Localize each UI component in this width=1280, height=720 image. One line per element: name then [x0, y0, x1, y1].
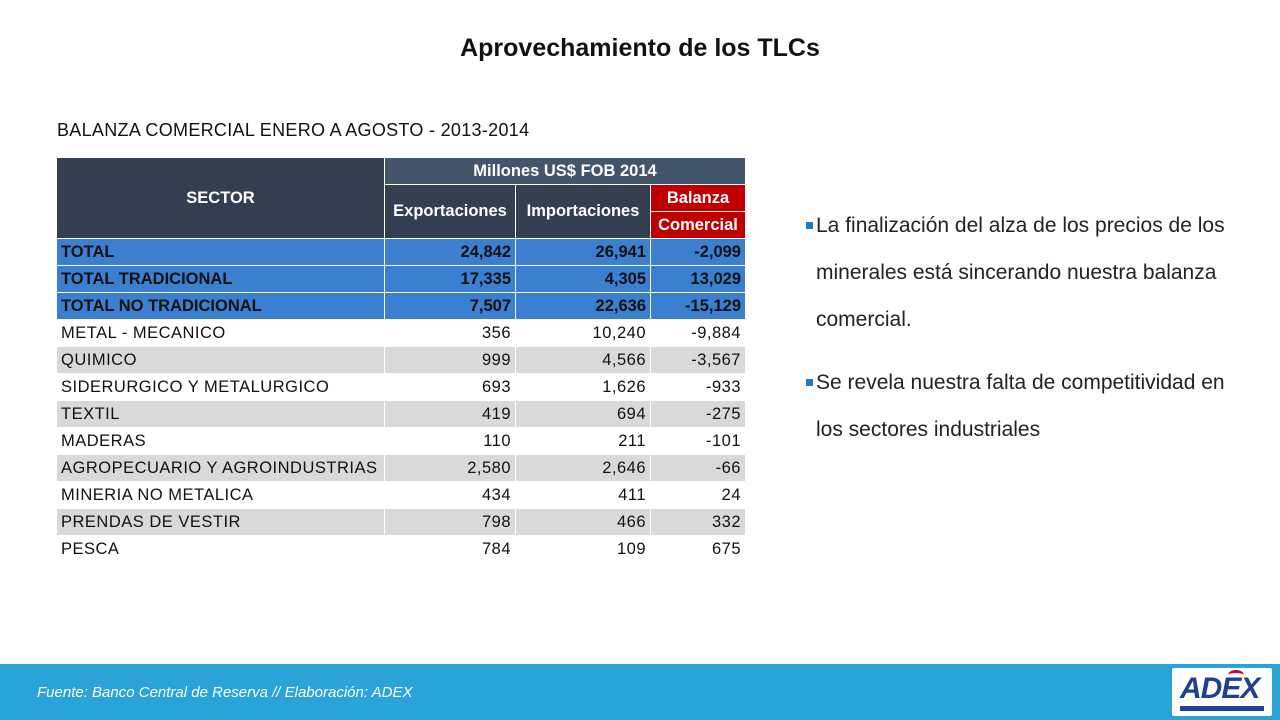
total-row: TOTAL NO TRADICIONAL 7,507 22,636 -15,129 [56, 292, 746, 320]
importaciones-cell: 26,941 [515, 238, 651, 266]
trade-balance-table: SECTOR Millones US$ FOB 2014 Exportacion… [56, 157, 746, 563]
adex-logo: ADEX [1172, 668, 1272, 716]
balanza-cell: -15,129 [650, 292, 746, 320]
bullet-text: Se revela nuestra falta de competitivida… [816, 371, 1225, 441]
table-row: MADERAS 110 211 -101 [56, 427, 746, 455]
exportaciones-cell: 2,580 [384, 454, 516, 482]
sector-cell: MADERAS [56, 427, 385, 455]
importaciones-header: Importaciones [515, 184, 651, 239]
logo-text: ADEX [1180, 672, 1260, 705]
group-header: Millones US$ FOB 2014 [384, 157, 746, 185]
exportaciones-cell: 434 [384, 481, 516, 509]
balanza-cell: 24 [650, 481, 746, 509]
table-row: SIDERURGICO Y METALURGICO 693 1,626 -933 [56, 373, 746, 401]
table-caption: BALANZA COMERCIAL ENERO A AGOSTO - 2013-… [57, 120, 530, 140]
exportaciones-cell: 356 [384, 319, 516, 347]
sector-cell: AGROPECUARIO Y AGROINDUSTRIAS [56, 454, 385, 482]
balanza-header-line2: Comercial [650, 211, 746, 239]
table-row: METAL - MECANICO 356 10,240 -9,884 [56, 319, 746, 347]
balanza-cell: 332 [650, 508, 746, 536]
bullet-item: La finalización del alza de los precios … [806, 202, 1226, 343]
balanza-cell: -2,099 [650, 238, 746, 266]
total-row: TOTAL 24,842 26,941 -2,099 [56, 238, 746, 266]
importaciones-cell: 411 [515, 481, 651, 509]
balanza-cell: 675 [650, 535, 746, 563]
balanza-cell: -275 [650, 400, 746, 428]
logo-underline [1180, 706, 1264, 711]
logo-swoosh-icon [1228, 670, 1244, 680]
sector-cell: METAL - MECANICO [56, 319, 385, 347]
table-row: PRENDAS DE VESTIR 798 466 332 [56, 508, 746, 536]
exportaciones-cell: 999 [384, 346, 516, 374]
source-note: Fuente: Banco Central de Reserva // Elab… [37, 684, 413, 701]
balanza-cell: -933 [650, 373, 746, 401]
sector-cell: TEXTIL [56, 400, 385, 428]
importaciones-cell: 4,566 [515, 346, 651, 374]
sector-cell: TOTAL [56, 238, 385, 266]
balanza-header-line1: Balanza [650, 184, 746, 212]
exportaciones-cell: 110 [384, 427, 516, 455]
sector-cell: TOTAL TRADICIONAL [56, 265, 385, 293]
sector-cell: SIDERURGICO Y METALURGICO [56, 373, 385, 401]
table-row: MINERIA NO METALICA 434 411 24 [56, 481, 746, 509]
bullet-list: La finalización del alza de los precios … [806, 202, 1226, 469]
exportaciones-cell: 419 [384, 400, 516, 428]
bullet-text: La finalización del alza de los precios … [816, 214, 1225, 331]
exportaciones-header: Exportaciones [384, 184, 516, 239]
sector-cell: TOTAL NO TRADICIONAL [56, 292, 385, 320]
balanza-cell: -9,884 [650, 319, 746, 347]
footer-bar: Fuente: Banco Central de Reserva // Elab… [0, 664, 1280, 720]
sector-cell: QUIMICO [56, 346, 385, 374]
importaciones-cell: 466 [515, 508, 651, 536]
exportaciones-cell: 784 [384, 535, 516, 563]
square-bullet-icon [806, 222, 813, 229]
importaciones-cell: 22,636 [515, 292, 651, 320]
importaciones-cell: 1,626 [515, 373, 651, 401]
balanza-cell: -3,567 [650, 346, 746, 374]
bullet-item: Se revela nuestra falta de competitivida… [806, 359, 1226, 453]
square-bullet-icon [806, 379, 813, 386]
exportaciones-cell: 798 [384, 508, 516, 536]
table-row: TEXTIL 419 694 -275 [56, 400, 746, 428]
exportaciones-cell: 24,842 [384, 238, 516, 266]
importaciones-cell: 4,305 [515, 265, 651, 293]
balanza-cell: 13,029 [650, 265, 746, 293]
table-row: PESCA 784 109 675 [56, 535, 746, 563]
importaciones-cell: 10,240 [515, 319, 651, 347]
exportaciones-cell: 17,335 [384, 265, 516, 293]
table-row: AGROPECUARIO Y AGROINDUSTRIAS 2,580 2,646-… [56, 454, 746, 482]
balanza-cell: -101 [650, 427, 746, 455]
total-row: TOTAL TRADICIONAL 17,335 4,305 13,029 [56, 265, 746, 293]
table-row: QUIMICO 999 4,566 -3,567 [56, 346, 746, 374]
sector-header: SECTOR [56, 157, 385, 239]
importaciones-cell: 694 [515, 400, 651, 428]
slide-title: Aprovechamiento de los TLCs [460, 34, 820, 62]
exportaciones-cell: 7,507 [384, 292, 516, 320]
importaciones-cell: 109 [515, 535, 651, 563]
importaciones-cell: 2,646 [515, 454, 651, 482]
balanza-cell: -66 [650, 454, 746, 482]
sector-cell: PESCA [56, 535, 385, 563]
sector-cell: MINERIA NO METALICA [56, 481, 385, 509]
sector-cell: PRENDAS DE VESTIR [56, 508, 385, 536]
importaciones-cell: 211 [515, 427, 651, 455]
exportaciones-cell: 693 [384, 373, 516, 401]
